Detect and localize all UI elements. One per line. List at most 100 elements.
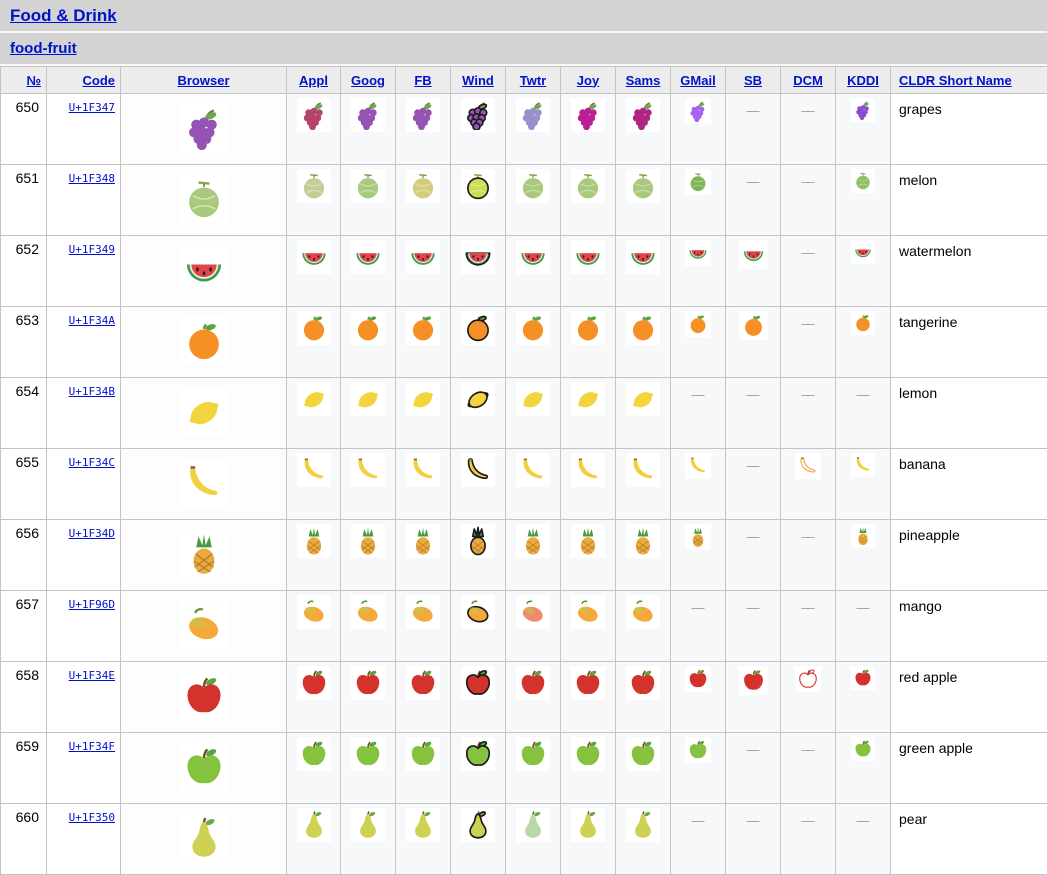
code-link[interactable]: U+1F34C [68, 456, 115, 469]
emoji-row-659: 659 U+1F34F — — green apple [0, 732, 1047, 804]
col-header-twtr-link[interactable]: Twtr [519, 72, 547, 88]
dcm-cell: — [780, 590, 836, 662]
goog-cell [340, 448, 396, 520]
subsection-header: food-fruit [0, 33, 1047, 66]
code-link[interactable]: U+1F34B [68, 385, 115, 398]
wind-cell [450, 306, 506, 378]
col-header-kddi-link[interactable]: KDDI [847, 72, 879, 88]
code-link[interactable]: U+1F350 [68, 811, 115, 824]
missing-marker: — [691, 813, 705, 828]
goog-melon-emoji [351, 169, 385, 203]
twtr-cell [505, 93, 561, 165]
row-number: 659 [0, 732, 47, 804]
appl-apple-emoji [296, 737, 331, 771]
fb-melon-emoji [406, 169, 440, 203]
col-header-goog-link[interactable]: Goog [351, 72, 385, 88]
col-header-kddi: KDDI [835, 66, 891, 94]
row-number: 658 [0, 661, 47, 733]
col-header-browser: Browser [120, 66, 287, 94]
code-link[interactable]: U+1F34D [68, 527, 115, 540]
col-header-gmail-link[interactable]: GMail [680, 72, 716, 88]
dcm-banana-emoji [795, 453, 821, 479]
joy-melon-emoji [571, 169, 605, 203]
appl-lemon-emoji [296, 382, 331, 416]
code-link[interactable]: U+1F349 [68, 243, 115, 256]
col-header-wind-link[interactable]: Wind [462, 72, 494, 88]
col-header-browser-link[interactable]: Browser [177, 72, 230, 88]
row-number: 654 [0, 377, 47, 449]
browser-cell [120, 803, 287, 875]
goog-cell [340, 235, 396, 307]
dcm-cell: — [780, 164, 836, 236]
browser-pineapple-emoji [179, 530, 228, 578]
twtr-apple-emoji [516, 666, 550, 700]
col-header-wind: Wind [450, 66, 506, 94]
missing-marker: — [856, 600, 870, 615]
sams-cell [615, 519, 671, 591]
code-cell: U+1F34C [46, 448, 121, 520]
gmail-cell [670, 661, 726, 733]
twtr-cell [505, 306, 561, 378]
goog-cell [340, 306, 396, 378]
col-header-sb-link[interactable]: SB [743, 72, 763, 88]
emoji-row-653: 653 U+1F34A — tangerine [0, 306, 1047, 378]
col-header-num-link[interactable]: № [26, 72, 42, 88]
missing-marker: — [746, 387, 760, 402]
row-number: 657 [0, 590, 47, 662]
sams-lemon-emoji [626, 382, 660, 416]
sams-cell [615, 661, 671, 733]
wind-apple-emoji [461, 666, 495, 700]
wind-cell [450, 519, 506, 591]
missing-marker: — [801, 103, 815, 118]
joy-watermelon-emoji [571, 240, 605, 274]
missing-marker: — [801, 174, 815, 189]
joy-pineapple-emoji [571, 524, 605, 558]
twtr-pear-emoji [516, 808, 550, 842]
browser-cell [120, 448, 287, 520]
browser-cell [120, 164, 287, 236]
missing-marker: — [746, 529, 760, 544]
col-header-goog: Goog [340, 66, 396, 94]
code-link[interactable]: U+1F96D [68, 598, 115, 611]
col-header-dcm-link[interactable]: DCM [793, 72, 823, 88]
emoji-row-655: 655 U+1F34C — banana [0, 448, 1047, 520]
dcm-cell: — [780, 803, 836, 875]
code-link[interactable]: U+1F34F [68, 740, 115, 753]
appl-cell [286, 306, 341, 378]
goog-banana-emoji [351, 453, 385, 487]
row-number: 650 [0, 93, 47, 165]
gmail-cell: — [670, 590, 726, 662]
col-header-name-link[interactable]: CLDR Short Name [899, 72, 1012, 88]
fb-cell [395, 164, 451, 236]
code-link[interactable]: U+1F347 [68, 101, 115, 114]
code-link[interactable]: U+1F34E [68, 669, 115, 682]
col-header-sams-link[interactable]: Sams [625, 72, 661, 88]
col-header-appl-link[interactable]: Appl [299, 72, 328, 88]
wind-pear-emoji [461, 808, 495, 842]
col-header-fb-link[interactable]: FB [414, 72, 432, 88]
fb-pear-emoji [406, 808, 440, 842]
col-header-appl: Appl [286, 66, 341, 94]
appl-pineapple-emoji [296, 524, 331, 558]
emoji-name: lemon [890, 377, 1047, 449]
row-number: 660 [0, 803, 47, 875]
code-link[interactable]: U+1F348 [68, 172, 115, 185]
subsection-link[interactable]: food-fruit [10, 40, 77, 57]
section-link[interactable]: Food & Drink [10, 5, 117, 25]
twtr-cell [505, 732, 561, 804]
col-header-twtr: Twtr [505, 66, 561, 94]
missing-marker: — [801, 813, 815, 828]
goog-watermelon-emoji [351, 240, 385, 274]
joy-cell [560, 590, 616, 662]
code-link[interactable]: U+1F34A [68, 314, 115, 327]
col-header-sb: SB [725, 66, 781, 94]
wind-cell [450, 448, 506, 520]
kddi-apple-emoji [851, 737, 875, 761]
dcm-cell: — [780, 93, 836, 165]
sams-cell [615, 377, 671, 449]
missing-marker: — [801, 245, 815, 260]
gmail-cell [670, 448, 726, 520]
col-header-code-link[interactable]: Code [82, 72, 116, 88]
sb-cell: — [725, 377, 781, 449]
col-header-joy-link[interactable]: Joy [576, 72, 600, 88]
